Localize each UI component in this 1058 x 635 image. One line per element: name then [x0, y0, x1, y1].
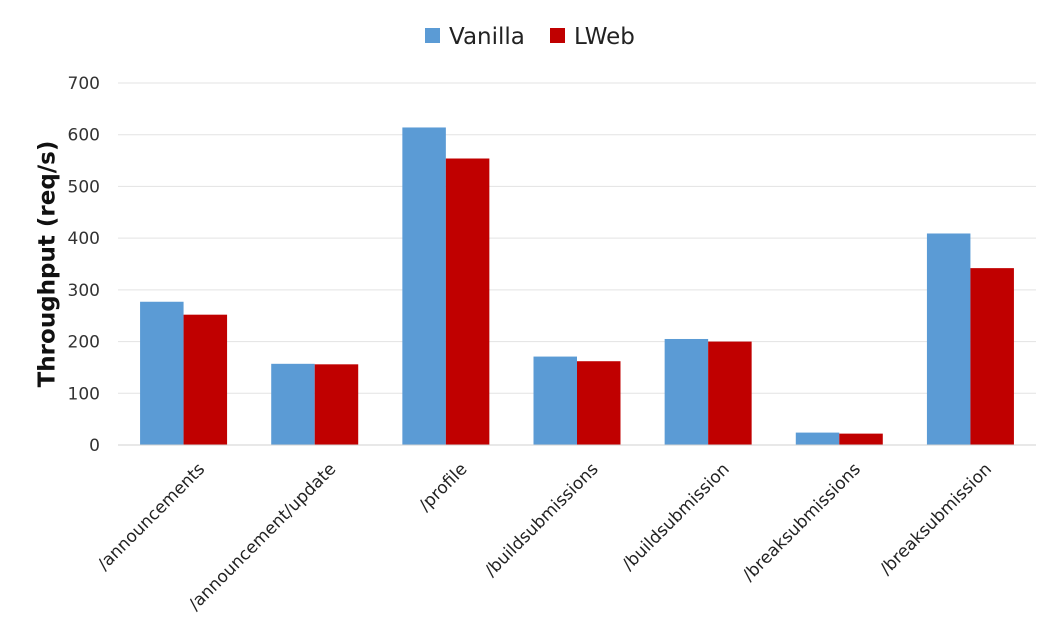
y-tick-label: 700 — [68, 74, 100, 94]
x-tick-label: /announcements — [94, 459, 209, 574]
bar-lweb — [577, 361, 621, 445]
x-tick-label: /announcement/update — [185, 459, 340, 614]
bar-lweb — [183, 314, 228, 445]
bar-lweb — [708, 341, 752, 445]
bar-vanilla — [140, 301, 184, 445]
legend: Vanilla LWeb — [425, 24, 635, 50]
y-tick-label: 600 — [68, 126, 100, 146]
bar-vanilla — [926, 233, 971, 445]
y-tick-label: 200 — [68, 333, 100, 353]
legend-label-lweb: LWeb — [574, 24, 635, 50]
y-axis-label: Throughput (req/s) — [35, 141, 61, 388]
y-tick-label: 400 — [68, 229, 100, 249]
x-tick-label: /buildsubmission — [619, 459, 734, 574]
y-tick-label: 500 — [68, 177, 100, 197]
bar-lweb — [445, 158, 490, 445]
y-axis-ticks: 0 100 200 300 400 500 600 700 — [68, 74, 100, 456]
x-tick-label: /profile — [415, 459, 471, 515]
legend-swatch-vanilla — [425, 28, 440, 43]
bar-lweb — [314, 364, 359, 445]
x-axis-ticks: /announcements/announcement/update/profi… — [94, 459, 996, 614]
bar-lweb — [839, 433, 883, 445]
legend-swatch-lweb — [550, 28, 565, 43]
y-tick-label: 300 — [68, 281, 100, 301]
bar-vanilla — [402, 127, 446, 445]
x-tick-label: /breaksubmissions — [739, 459, 865, 585]
y-tick-label: 0 — [89, 436, 100, 456]
gridlines — [118, 82, 1036, 394]
y-tick-label: 100 — [68, 384, 100, 404]
x-tick-label: /buildsubmissions — [481, 459, 603, 581]
bar-vanilla — [664, 338, 709, 445]
bar-vanilla — [533, 356, 577, 445]
x-tick-label: /breaksubmission — [876, 459, 996, 579]
bar-lweb — [970, 268, 1014, 445]
bars — [140, 127, 1014, 445]
bar-vanilla — [271, 363, 315, 445]
legend-label-vanilla: Vanilla — [449, 24, 525, 50]
bar-vanilla — [795, 432, 840, 445]
